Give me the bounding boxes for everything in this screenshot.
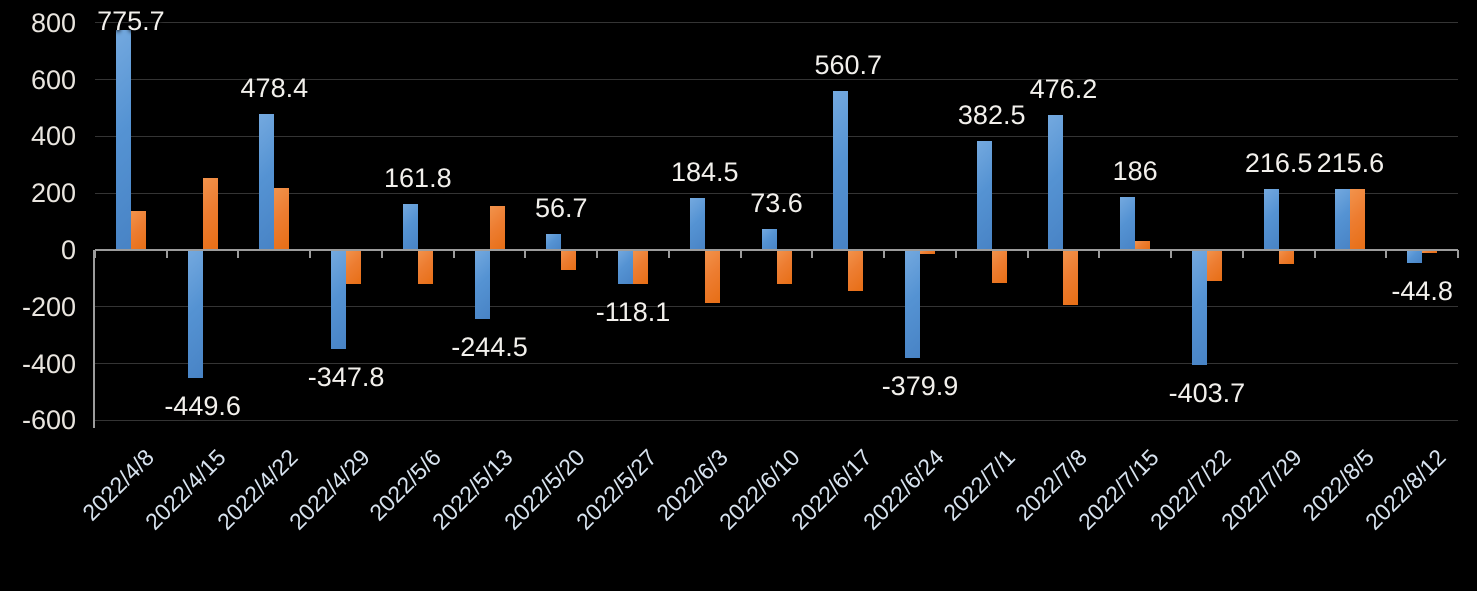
x-axis-tick xyxy=(1098,250,1101,258)
data-label: 73.6 xyxy=(750,188,803,219)
data-label: 382.5 xyxy=(957,100,1026,131)
bar-orange-2022/4/15 xyxy=(202,178,218,250)
x-axis-tick xyxy=(1170,250,1173,258)
bar-blue-2022/6/17 xyxy=(833,90,849,250)
gridline-600 xyxy=(95,79,1458,81)
bar-orange-2022/7/15 xyxy=(1135,240,1151,250)
bar-blue-2022/6/3 xyxy=(689,197,705,250)
bar-orange-2022/4/29 xyxy=(346,250,362,284)
x-axis-label: 2022/7/1 xyxy=(938,444,1021,526)
data-label: -379.9 xyxy=(881,370,959,401)
data-label: 560.7 xyxy=(814,49,883,80)
x-axis-tick xyxy=(380,250,383,258)
data-label: -44.8 xyxy=(1391,275,1453,306)
bar-orange-2022/5/6 xyxy=(417,250,433,285)
bar-blue-2022/7/29 xyxy=(1263,188,1279,250)
bar-blue-2022/4/22 xyxy=(259,114,275,250)
bar-orange-2022/7/1 xyxy=(991,250,1007,283)
x-axis-tick xyxy=(1313,250,1316,258)
x-axis-tick xyxy=(883,250,886,258)
bar-orange-2022/6/24 xyxy=(919,250,935,254)
data-label: 184.5 xyxy=(670,156,739,187)
bar-blue-2022/4/8 xyxy=(115,29,131,250)
x-axis-tick xyxy=(1241,250,1244,258)
bar-blue-2022/4/15 xyxy=(187,250,203,378)
x-axis-tick xyxy=(596,250,599,258)
bar-orange-2022/6/3 xyxy=(704,250,720,303)
bar-blue-2022/7/8 xyxy=(1048,114,1064,250)
bar-orange-2022/5/13 xyxy=(489,205,505,250)
data-label: -403.7 xyxy=(1168,377,1246,408)
data-label: -449.6 xyxy=(164,390,241,421)
y-axis-tick-label: 400 xyxy=(30,121,76,152)
bar-orange-2022/5/20 xyxy=(561,250,577,270)
data-label: -118.1 xyxy=(595,296,671,327)
gridline--200 xyxy=(95,306,1458,308)
bar-blue-2022/4/29 xyxy=(331,250,347,349)
x-axis-tick xyxy=(309,250,312,258)
bar-orange-2022/6/17 xyxy=(848,250,864,291)
data-label: 476.2 xyxy=(1029,73,1098,104)
x-axis-tick xyxy=(1385,250,1388,258)
data-label: 161.8 xyxy=(384,163,452,194)
bar-blue-2022/5/20 xyxy=(546,233,562,250)
x-axis-tick xyxy=(739,250,742,258)
x-axis-tick xyxy=(237,250,240,258)
x-axis-line xyxy=(95,249,1458,251)
bar-orange-2022/7/22 xyxy=(1206,250,1222,282)
x-axis-tick xyxy=(452,250,455,258)
bar-blue-2022/6/10 xyxy=(761,229,777,250)
bar-blue-2022/7/22 xyxy=(1191,250,1207,365)
y-axis-tick-label: -200 xyxy=(21,291,76,322)
bar-blue-2022/6/24 xyxy=(904,250,920,358)
y-axis-tick-label: -600 xyxy=(21,405,76,436)
data-label: 186 xyxy=(1112,156,1158,187)
data-label: 215.6 xyxy=(1316,147,1385,178)
y-axis-tick-label: -400 xyxy=(21,348,76,379)
y-axis-tick-label: 800 xyxy=(30,7,76,38)
data-label: -347.8 xyxy=(307,361,385,392)
y-axis-tick-label: 0 xyxy=(60,235,76,265)
bar-orange-2022/5/27 xyxy=(633,250,649,285)
x-axis-tick xyxy=(1026,250,1029,258)
data-label: 478.4 xyxy=(240,73,309,104)
gridline--400 xyxy=(95,363,1458,365)
bar-orange-2022/7/29 xyxy=(1278,250,1294,264)
bar-blue-2022/8/5 xyxy=(1335,188,1351,250)
y-axis-line xyxy=(93,250,95,429)
x-axis-tick xyxy=(1457,250,1459,258)
data-label: 56.7 xyxy=(535,192,588,223)
data-label: 216.5 xyxy=(1244,147,1313,178)
x-axis-tick xyxy=(94,250,96,258)
x-axis-tick xyxy=(954,250,957,258)
bar-orange-2022/4/8 xyxy=(130,211,146,250)
gridline-200 xyxy=(95,192,1458,194)
data-label: -244.5 xyxy=(451,332,528,363)
bar-blue-2022/5/13 xyxy=(474,250,490,320)
y-axis-tick-label: 600 xyxy=(30,64,76,95)
x-axis-tick xyxy=(165,250,168,258)
data-label: 775.7 xyxy=(97,6,165,36)
bar-orange-2022/4/22 xyxy=(274,188,290,250)
bar-blue-2022/5/6 xyxy=(402,204,418,250)
x-axis-tick xyxy=(524,250,527,258)
bar-orange-2022/7/8 xyxy=(1063,250,1079,305)
gridline--600 xyxy=(95,419,1458,421)
gridline-400 xyxy=(95,135,1458,137)
bar-orange-2022/8/12 xyxy=(1422,250,1438,254)
bar-blue-2022/8/12 xyxy=(1407,250,1423,263)
x-axis-tick xyxy=(667,250,670,258)
bar-blue-2022/7/15 xyxy=(1120,197,1136,250)
bar-orange-2022/8/5 xyxy=(1350,188,1366,250)
gridline-800 xyxy=(95,22,1458,24)
x-axis-tick xyxy=(811,250,814,258)
y-axis-tick-label: 200 xyxy=(30,178,76,209)
bar-orange-2022/6/10 xyxy=(776,250,792,285)
bar-blue-2022/7/1 xyxy=(976,141,992,250)
bar-blue-2022/5/27 xyxy=(618,250,634,284)
